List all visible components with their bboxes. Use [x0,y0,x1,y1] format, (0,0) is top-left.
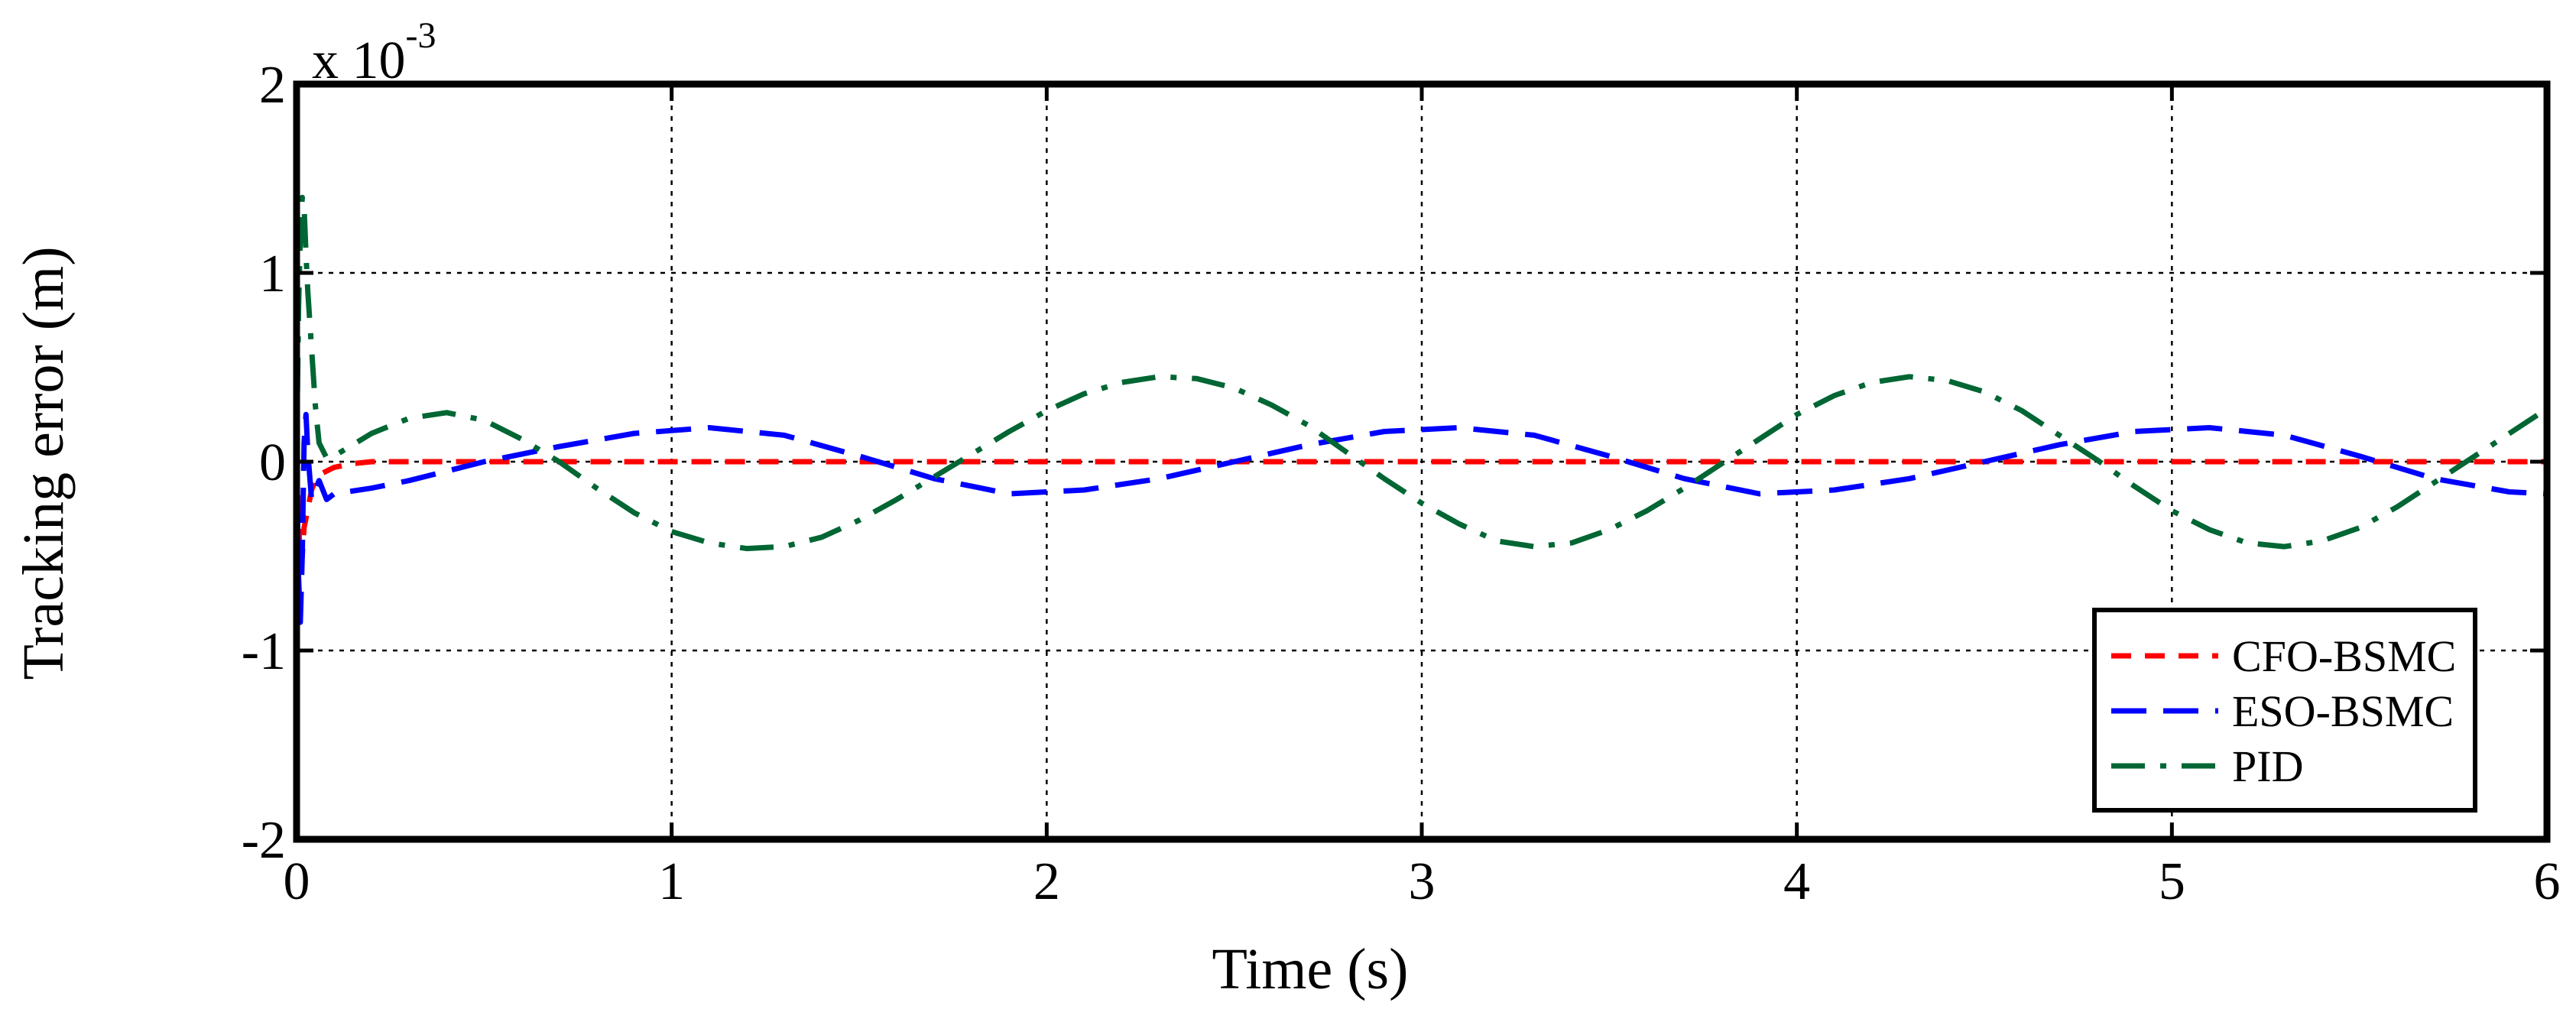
x-tick-label: 0 [284,852,310,911]
y-axis-title: Tracking error (m) [11,246,76,680]
x-tick-label: 6 [2534,852,2561,911]
y-tick-label: -2 [242,811,286,870]
legend-label: PID [2232,741,2303,791]
x-tick-label: 2 [1033,852,1060,911]
x-axis-title: Time (s) [1212,937,1409,1001]
series-line-pid [294,194,2548,552]
y-scale-label: x 10-3 [312,15,436,90]
x-tick-label: 5 [2159,852,2185,911]
y-tick-label: 2 [259,56,286,115]
y-tick-label: 1 [259,245,286,303]
tick-labels: 0 1 2 3 4 5 6 -2 -1 0 1 2 [242,56,2561,911]
series-line-eso-bsmc [294,411,2548,625]
legend-label: CFO-BSMC [2232,631,2456,681]
y-tick-label: 0 [259,433,286,492]
x-tick-label: 4 [1783,852,1810,911]
legend-box [2092,608,2477,813]
x-tick-label: 3 [1409,852,1436,911]
legend-label: ESO-BSMC [2232,686,2454,736]
y-tick-label: -1 [242,622,286,681]
series-layer [294,194,2548,625]
x-tick-label: 1 [658,852,685,911]
